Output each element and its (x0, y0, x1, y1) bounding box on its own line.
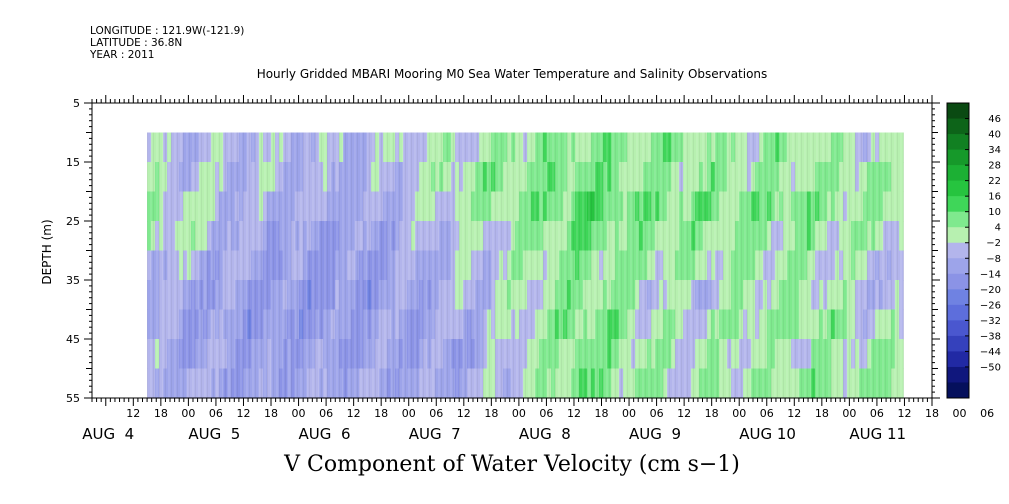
colorbar-label: −2 (986, 238, 1001, 249)
colorbar-swatch (947, 196, 969, 213)
x-day-label: AUG 8 (519, 425, 571, 443)
y-tick-label: 55 (66, 392, 80, 405)
colorbar-label: 40 (988, 130, 1001, 141)
x-tick-label: 12 (897, 407, 911, 420)
colorbar-swatch (947, 304, 969, 321)
x-tick-label: 06 (209, 407, 223, 420)
x-tick-label: 18 (815, 407, 829, 420)
x-tick-label: 06 (760, 407, 774, 420)
colorbar-label: 34 (988, 145, 1001, 156)
x-tick-label: 12 (787, 407, 801, 420)
colorbar-swatch (947, 258, 969, 275)
y-tick-label: 45 (66, 333, 80, 346)
colorbar-swatch (947, 366, 969, 383)
x-day-label: AUG 11 (849, 425, 906, 443)
colorbar-swatch (947, 149, 969, 166)
x-tick-label: 00 (512, 407, 526, 420)
colorbar-label: 46 (988, 114, 1001, 125)
year-label: YEAR : 2011 (90, 49, 155, 61)
x-tick-label: 00 (402, 407, 416, 420)
colorbar-swatch (947, 335, 969, 352)
colorbar-swatch (947, 382, 969, 399)
colorbar-label: −20 (980, 285, 1001, 296)
colorbar-label: −32 (980, 316, 1001, 327)
colorbar-swatch (947, 211, 969, 228)
x-tick-label: 12 (236, 407, 250, 420)
colorbar-swatch (947, 227, 969, 244)
colorbar-label: 4 (995, 223, 1001, 234)
colorbar-label: −50 (980, 362, 1001, 373)
x-tick-label: 06 (870, 407, 884, 420)
x-tick-label: 18 (374, 407, 388, 420)
texture-overlay (147, 132, 905, 398)
x-tick-label: 06 (650, 407, 664, 420)
x-tick-label: 00 (622, 407, 636, 420)
x-tick-label: 18 (925, 407, 939, 420)
x-day-label: AUG 5 (188, 425, 240, 443)
x-tick-label: 18 (705, 407, 719, 420)
x-tick-label: 12 (347, 407, 361, 420)
colorbar-swatch (947, 165, 969, 182)
colorbar-label: −26 (980, 300, 1001, 311)
chart-title: Hourly Gridded MBARI Mooring M0 Sea Wate… (256, 67, 768, 81)
x-tick-label: 00 (842, 407, 856, 420)
colorbar-swatch (947, 273, 969, 290)
colorbar-label: −44 (980, 347, 1001, 358)
axes: 5 15 25 35 45 55 12 18 00 06 12 18 00 06 12 18 00 06 12 18 0… (66, 95, 994, 443)
colorbar-swatch (947, 118, 969, 135)
x-day-label: AUG 4 (82, 425, 134, 443)
y-tick-label: 15 (66, 156, 80, 169)
y-axis-label: DEPTH (m) (40, 219, 54, 284)
y-tick-label: 5 (73, 97, 80, 110)
x-tick-label: 00 (292, 407, 306, 420)
x-tick-label: 12 (567, 407, 581, 420)
colorbar-swatch (947, 134, 969, 151)
x-tick-label: 18 (595, 407, 609, 420)
colorbar-swatch (947, 351, 969, 368)
x-day-label: AUG 7 (409, 425, 461, 443)
colorbar-swatch (947, 289, 969, 306)
colorbar-swatch (947, 180, 969, 197)
colorbar-swatch (947, 242, 969, 259)
colorbar-label: 28 (988, 161, 1001, 172)
colorbar: 46 40 34 28 22 16 10 4 −2 −8 −14 −20 −26 −32 −38 −44 −50 (946, 102, 1001, 399)
longitude-label: LONGITUDE : 121.9W(-121.9) (90, 25, 245, 37)
x-tick-label: 12 (126, 407, 140, 420)
y-tick-label: 25 (66, 215, 80, 228)
latitude-label: LATITUDE : 36.8N (90, 37, 183, 49)
x-tick-label: 12 (457, 407, 471, 420)
colorbar-label: 22 (988, 176, 1001, 187)
x-day-label: AUG 9 (629, 425, 681, 443)
colorbar-swatch (947, 320, 969, 337)
x-tick-label: 12 (677, 407, 691, 420)
colorbar-label: 16 (988, 192, 1001, 203)
x-day-label: AUG 6 (299, 425, 351, 443)
x-day-label: AUG 10 (739, 425, 796, 443)
x-tick-label: 06 (980, 407, 994, 420)
x-tick-label: 06 (319, 407, 333, 420)
x-tick-label: 18 (264, 407, 278, 420)
colorbar-label: −38 (980, 331, 1001, 342)
colorbar-frame (946, 102, 970, 399)
x-tick-label: 06 (429, 407, 443, 420)
x-axis-label: V Component of Water Velocity (cm s−1) (284, 452, 740, 477)
x-tick-label: 06 (539, 407, 553, 420)
colorbar-label: 10 (988, 207, 1001, 218)
colorbar-swatch (947, 103, 969, 120)
y-tick-label: 35 (66, 274, 80, 287)
x-tick-label: 00 (732, 407, 746, 420)
x-tick-label: 00 (181, 407, 195, 420)
colorbar-label: −14 (980, 269, 1001, 280)
x-tick-label: 00 (953, 407, 967, 420)
x-tick-label: 18 (154, 407, 168, 420)
x-tick-label: 18 (484, 407, 498, 420)
colorbar-label: −8 (986, 254, 1001, 265)
